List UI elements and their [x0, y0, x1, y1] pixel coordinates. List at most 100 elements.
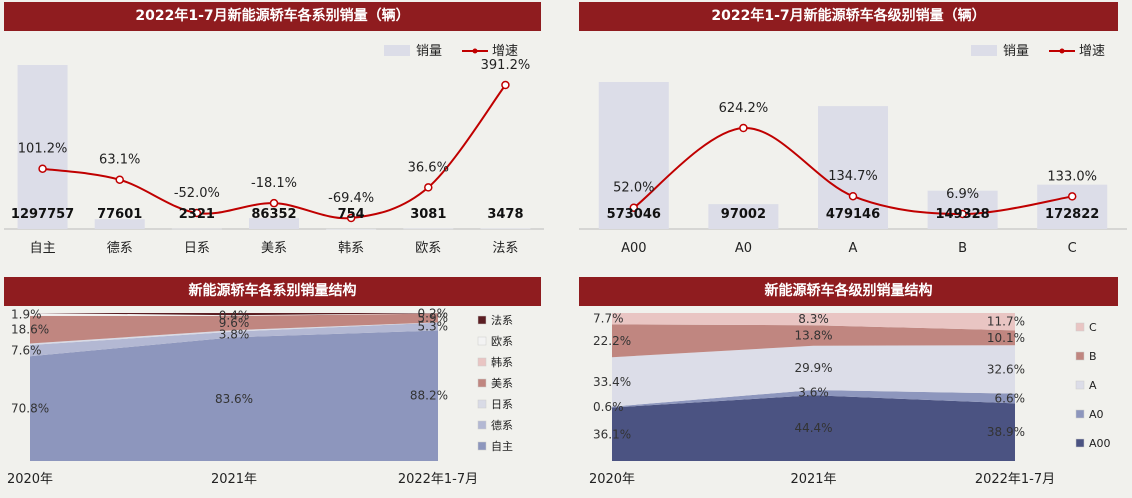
- growth-point: [424, 183, 433, 192]
- panel-series-sales: 2022年1-7月新能源轿车各系别销量（辆） 销量 增速 自主 德系 日系 美系 韩系 欧系 法…: [4, 2, 544, 272]
- panel-level-sales: 2022年1-7月新能源轿车各级别销量（辆） 销量 增速 A00 A0 A B C 52.0%…: [579, 2, 1127, 272]
- area-value-label: 70.8%: [11, 402, 49, 416]
- legend-swatch: [1075, 380, 1085, 390]
- area-value-label: 0.2%: [418, 306, 449, 320]
- bar: [480, 228, 531, 230]
- growth-label: -69.4%: [328, 191, 374, 206]
- x-tick-label: 2020年: [589, 472, 635, 487]
- legend-label: B: [1089, 350, 1097, 363]
- level-structure-chart: 36.1% 44.4% 38.9% 0.6% 3.6% 6.6% 33.4% 29.9% 32.…: [589, 312, 1111, 487]
- value-label: 573046: [607, 207, 661, 222]
- x-tick-label: 2022年1-7月: [975, 472, 1055, 487]
- bar: [17, 65, 68, 229]
- bar: [326, 228, 377, 230]
- legend-label: 韩系: [491, 355, 513, 369]
- legend-label: A00: [1089, 437, 1111, 450]
- area-value-label: 13.8%: [794, 328, 832, 342]
- area-value-label: 38.9%: [987, 425, 1025, 439]
- x-tick-label: A0: [735, 241, 752, 256]
- legend-swatch: [477, 378, 487, 388]
- legend-swatch: [1075, 322, 1085, 332]
- series-structure-chart: 70.8% 83.6% 88.2% 7.6% 3.8% 5.3% 18.6% 9.6% 5.9%…: [7, 306, 513, 487]
- legend-label: 法系: [491, 313, 513, 327]
- panel-series-structure: 新能源轿车各系别销量结构 70.8% 83.6% 88.2% 7.6% 3.8% 5.3%…: [4, 277, 541, 498]
- legend-swatch: [1075, 351, 1085, 361]
- area-value-label: 5.9%: [418, 311, 449, 325]
- value-label: 479146: [826, 207, 880, 222]
- growth-line: [42, 84, 507, 220]
- value-label: 86352: [251, 207, 296, 222]
- legend-swatch: [1075, 438, 1085, 448]
- growth-point: [38, 164, 47, 173]
- area-value-label: 0.4%: [219, 309, 250, 323]
- chart-title-series-sales: 2022年1-7月新能源轿车各系别销量（辆）: [4, 2, 541, 31]
- area-band: [612, 395, 1015, 461]
- area-value-label: 11.7%: [987, 315, 1025, 329]
- x-tick-label: 2022年1-7月: [398, 472, 478, 487]
- area-band: [30, 330, 438, 461]
- growth-label: 63.1%: [99, 153, 140, 168]
- growth-point: [346, 213, 356, 223]
- area-value-label: 6.6%: [995, 391, 1026, 405]
- value-label: 3478: [487, 207, 523, 222]
- growth-label: 134.7%: [828, 169, 878, 184]
- area-value-label: 7.6%: [11, 344, 42, 358]
- growth-label: 624.2%: [719, 101, 769, 116]
- legend-label: 美系: [491, 377, 513, 390]
- bar: [708, 204, 779, 229]
- growth-point: [269, 198, 279, 208]
- x-tick-label: 2020年: [7, 472, 53, 487]
- growth-point: [739, 123, 748, 133]
- bar: [249, 218, 299, 229]
- area-value-label: 3.8%: [219, 327, 250, 341]
- growth-label: 52.0%: [613, 181, 654, 196]
- x-tick-label: C: [1068, 241, 1077, 256]
- area-value-label: 22.2%: [593, 334, 631, 348]
- legend-swatch: [1075, 409, 1085, 419]
- legend-label: 日系: [491, 398, 513, 411]
- area-value-label: 83.6%: [215, 392, 253, 406]
- legend-line-label: 增速: [492, 44, 518, 59]
- legend-label: 自主: [491, 440, 513, 453]
- legend-bar-swatch: [971, 45, 997, 56]
- legend-swatch: [477, 315, 487, 325]
- growth-label: 36.6%: [408, 160, 449, 175]
- legend-line-marker: [1059, 48, 1065, 54]
- legend-swatch: [477, 357, 487, 367]
- area-band: [612, 324, 1015, 358]
- legend-label: A0: [1089, 408, 1104, 421]
- area-value-label: 10.1%: [987, 331, 1025, 345]
- value-label: 149328: [935, 207, 989, 222]
- value-label: 1297757: [11, 207, 74, 222]
- value-label: 77601: [97, 207, 142, 222]
- growth-point: [192, 208, 202, 218]
- legend-line-marker: [472, 48, 478, 54]
- growth-point: [958, 209, 967, 219]
- legend-bar-label: 销量: [416, 44, 442, 59]
- legend-swatch: [477, 420, 487, 430]
- legend-label: 欧系: [491, 335, 513, 348]
- legend-swatch: [477, 336, 487, 346]
- growth-point: [848, 191, 858, 201]
- x-tick-label: A: [849, 241, 858, 256]
- x-tick-label: 2021年: [790, 472, 836, 487]
- value-label: 3081: [410, 207, 446, 222]
- growth-label: 133.0%: [1047, 169, 1097, 184]
- area-value-label: 44.4%: [794, 421, 832, 435]
- bar: [1037, 184, 1108, 229]
- growth-point: [501, 80, 510, 90]
- bar: [818, 106, 888, 229]
- growth-label: 391.2%: [481, 58, 531, 73]
- legend-bar-label: 销量: [1003, 44, 1029, 59]
- area-band: [30, 313, 438, 316]
- area-value-label: 36.1%: [593, 427, 631, 441]
- area-value-label: 32.6%: [987, 362, 1025, 376]
- x-tick-label: 日系: [184, 241, 210, 256]
- area-value-label: 29.9%: [794, 361, 832, 375]
- growth-label: 101.2%: [18, 142, 68, 157]
- chart-title-series-structure: 新能源轿车各系别销量结构: [4, 277, 541, 306]
- x-tick-label: 法系: [492, 241, 518, 256]
- x-tick-label: 德系: [107, 241, 133, 256]
- area-value-label: 3.6%: [798, 386, 829, 400]
